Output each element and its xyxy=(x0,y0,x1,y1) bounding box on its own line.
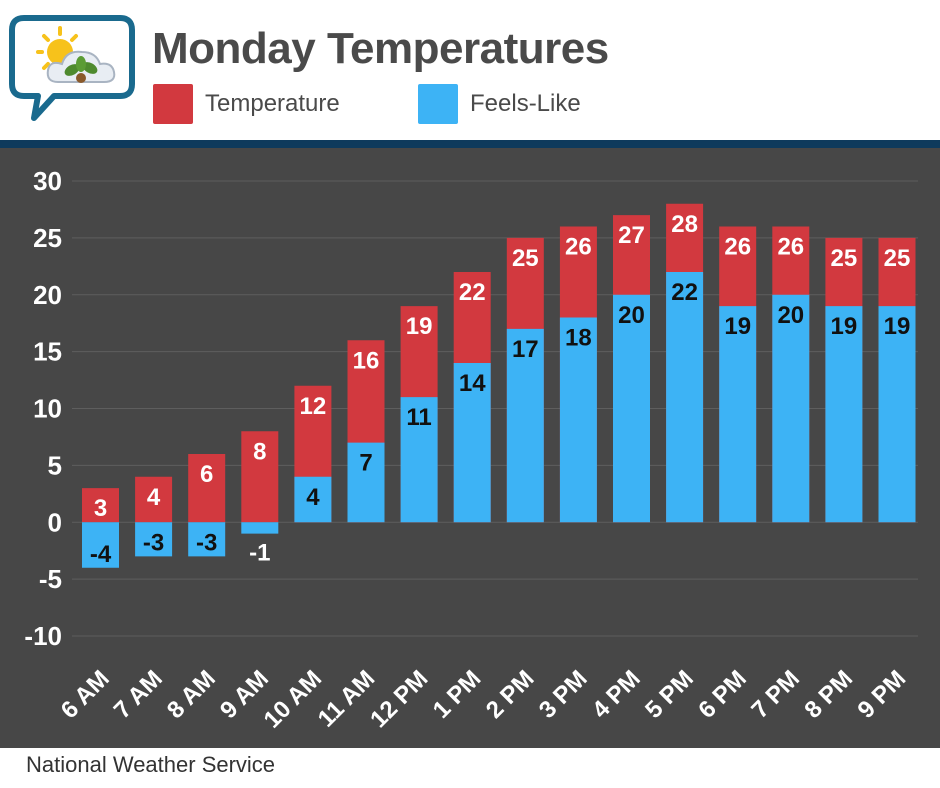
feels-like-bar xyxy=(613,294,650,523)
feels-like-bar xyxy=(135,522,173,557)
y-tick-label: 0 xyxy=(48,507,62,537)
feels-like-data-label: 17 xyxy=(512,336,539,363)
x-tick-label: 6 PM xyxy=(693,665,752,724)
temperature-data-label: 26 xyxy=(777,234,804,261)
temperature-data-label: 25 xyxy=(512,245,539,272)
feels-like-bar xyxy=(772,294,810,523)
x-tick-label: 7 AM xyxy=(109,665,168,724)
temperature-data-label: 26 xyxy=(724,234,751,261)
feels-like-data-label: 19 xyxy=(831,313,858,340)
x-tick-label: 5 PM xyxy=(640,665,699,724)
y-tick-label: 5 xyxy=(48,450,62,480)
legend-label-feels-like: Feels-Like xyxy=(470,90,581,117)
feels-like-data-label: 11 xyxy=(406,404,431,431)
feels-like-data-label: 4 xyxy=(306,484,320,511)
feels-like-bar xyxy=(82,522,119,568)
chart-area: 30 25 20 15 10 5 0 -5 -10 3 -4 6 AM 4 -3 7 AM 6 -3 8 AM 8 -… xyxy=(0,148,940,748)
temperature-data-label: 16 xyxy=(353,347,380,374)
feels-like-bar xyxy=(719,306,757,523)
feels-like-data-label: 20 xyxy=(618,302,645,329)
temperature-data-label: 26 xyxy=(565,234,592,261)
temperature-data-label: 25 xyxy=(884,245,911,272)
temperature-data-label: 28 xyxy=(671,211,698,238)
legend-item-temperature: Temperature xyxy=(153,84,340,124)
feels-like-data-label: 19 xyxy=(724,313,751,340)
leaf-icon xyxy=(64,64,80,76)
x-tick-label: 1 PM xyxy=(428,665,487,724)
feels-like-bar xyxy=(400,397,438,523)
feels-like-data-label: 7 xyxy=(359,450,372,477)
temperature-data-label: 25 xyxy=(831,245,858,272)
feels-like-bar xyxy=(878,306,916,523)
temperature-bar xyxy=(135,476,173,523)
bar-chart: 30 25 20 15 10 5 0 -5 -10 3 -4 6 AM 4 -3 7 AM 6 -3 8 AM 8 -… xyxy=(24,166,918,734)
x-tick-label: 11 AM xyxy=(313,665,381,733)
legend-swatch-feels-like xyxy=(418,84,458,124)
x-tick-label: 8 AM xyxy=(162,665,221,724)
y-tick-label: 30 xyxy=(33,166,62,196)
source-credit: National Weather Service xyxy=(26,752,276,777)
temperature-data-label: 19 xyxy=(406,313,433,340)
y-tick-label: -5 xyxy=(39,564,62,594)
temperature-data-label: 8 xyxy=(253,438,266,465)
feels-like-bar xyxy=(559,317,597,523)
feels-like-data-label: 22 xyxy=(671,279,698,306)
feels-like-bar xyxy=(347,442,385,523)
feels-like-bar xyxy=(294,476,332,523)
legend-swatch-temperature xyxy=(153,84,193,124)
feels-like-data-label: 20 xyxy=(777,302,804,329)
temperature-bar xyxy=(241,431,279,523)
header-divider xyxy=(0,140,940,148)
feels-like-bar xyxy=(666,272,704,523)
y-tick-label: 15 xyxy=(33,337,62,367)
legend-item-feels-like: Feels-Like xyxy=(418,84,581,124)
feels-like-data-label: -3 xyxy=(143,529,164,556)
page-title: Monday Temperatures xyxy=(152,24,609,73)
temperature-bar xyxy=(188,454,226,523)
feels-like-data-label: -4 xyxy=(90,541,112,568)
feels-like-bar xyxy=(825,306,863,523)
weather-bubble-icon xyxy=(9,15,135,121)
x-tick-label: 6 AM xyxy=(56,665,115,724)
feels-like-bar xyxy=(506,328,544,523)
feels-like-data-label: -3 xyxy=(196,529,217,556)
x-tick-label: 7 PM xyxy=(746,665,805,724)
temperature-data-label: 27 xyxy=(618,222,645,249)
feels-like-data-label: 18 xyxy=(565,325,592,352)
x-tick-label: 9 PM xyxy=(853,665,912,724)
temperature-data-label: 12 xyxy=(300,393,327,420)
x-tick-label: 3 PM xyxy=(534,665,593,724)
x-tick-label: 8 PM xyxy=(799,665,858,724)
feels-like-data-label: 19 xyxy=(884,313,911,340)
feels-like-data-label: 14 xyxy=(459,370,486,397)
x-tick-label: 12 PM xyxy=(365,665,433,733)
temperature-bar xyxy=(82,488,119,523)
feels-like-bar xyxy=(453,363,491,523)
feels-like-data-label: -1 xyxy=(249,539,270,566)
header: Monday Temperatures Temperature Feels-Li… xyxy=(0,0,940,140)
legend-label-temperature: Temperature xyxy=(205,90,340,117)
x-tick-label: 2 PM xyxy=(481,665,540,724)
feels-like-bar xyxy=(188,522,226,557)
x-tick-label: 4 PM xyxy=(587,665,646,724)
y-tick-label: 20 xyxy=(33,280,62,310)
feels-like-bar xyxy=(241,522,279,534)
y-tick-label: 25 xyxy=(33,223,62,253)
y-tick-label: 10 xyxy=(33,394,62,424)
y-tick-label: -10 xyxy=(24,621,62,651)
temperature-data-label: 22 xyxy=(459,279,486,306)
temperature-data-label: 4 xyxy=(147,484,161,511)
temperature-data-label: 6 xyxy=(200,461,213,488)
x-tick-label: 10 AM xyxy=(259,665,327,733)
temperature-data-label: 3 xyxy=(94,495,107,522)
